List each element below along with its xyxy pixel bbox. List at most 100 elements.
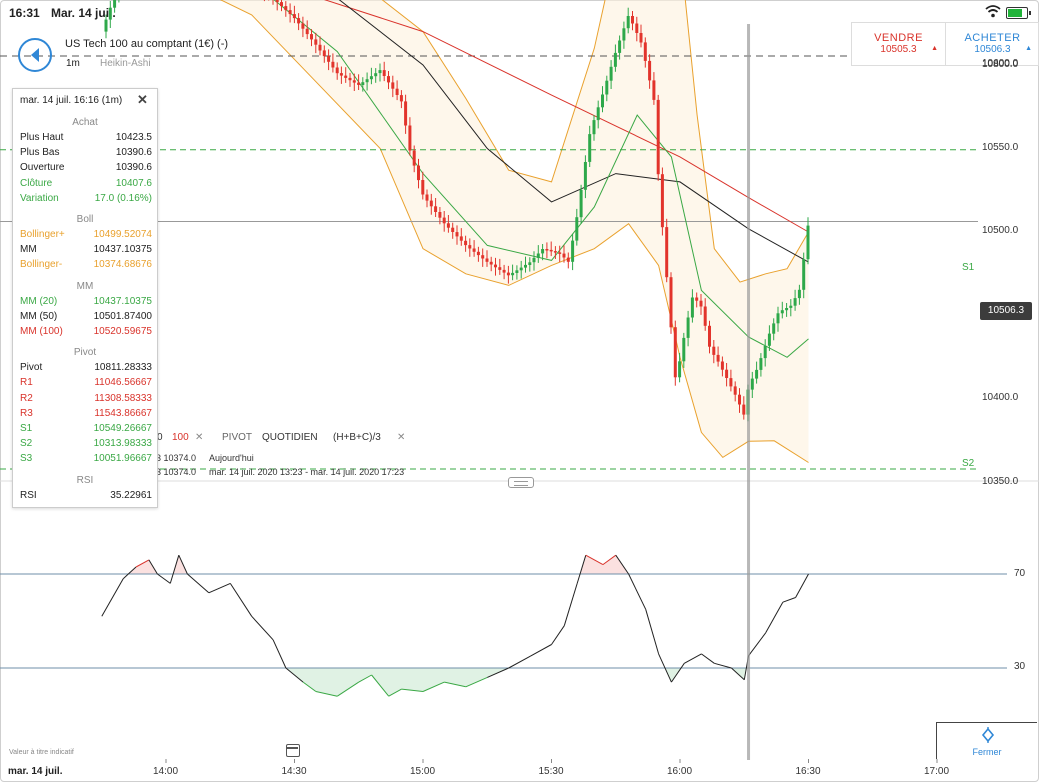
- tooltip-row-value: 10390.6: [115, 147, 152, 159]
- tooltip-row-value: 10313.98333: [93, 438, 152, 450]
- candle-body: [545, 249, 549, 251]
- tooltip-row: Plus Haut 10423.5: [20, 132, 152, 145]
- rsi-line: [388, 688, 402, 697]
- rsi-line: [135, 559, 150, 568]
- candle-body: [404, 101, 408, 126]
- candle-body: [656, 99, 660, 175]
- candle-body: [618, 40, 622, 53]
- bollinger-upper-line: [381, 0, 809, 283]
- legend-pivot-type: QUOTIDIEN: [262, 432, 318, 443]
- tooltip-row-label: Pivot: [20, 362, 43, 374]
- candle-body: [558, 252, 562, 254]
- tooltip-row-label: Plus Bas: [20, 147, 60, 159]
- candle-body: [725, 369, 729, 378]
- tooltip-row-value: 11543.86667: [94, 407, 152, 419]
- candle-body: [412, 150, 416, 166]
- candle-body: [434, 206, 438, 212]
- candle-body: [472, 248, 476, 252]
- rsi-line: [422, 681, 445, 692]
- tooltip-row-value: 10520.59675: [93, 326, 152, 337]
- chart-type-selector[interactable]: Heikin-Ashi: [100, 58, 151, 69]
- s2-label: S2: [962, 458, 975, 469]
- candle-body: [399, 95, 403, 102]
- candle-body: [532, 257, 536, 263]
- time-tick: 16:30: [795, 766, 821, 777]
- rsi-overbought-fill: [128, 555, 629, 574]
- tooltip-row-value: 10390.6: [115, 162, 152, 174]
- tooltip-row: S3 10051.96667: [20, 453, 152, 466]
- rsi-line: [670, 663, 685, 683]
- time-tick: 15:00: [410, 766, 436, 777]
- status-bar: 16:31 Mar. 14 juil.: [0, 0, 1039, 26]
- candle-body: [369, 76, 373, 80]
- tooltip-row-value: 10437.10375: [93, 295, 152, 307]
- sell-up-arrow-icon: ▲: [931, 45, 938, 52]
- tooltip-row-value: 10051.96667: [93, 453, 152, 465]
- time-axis-date: mar. 14 juil.: [8, 766, 63, 777]
- tooltip-row: S2 10313.98333: [20, 438, 152, 451]
- candle-body: [785, 308, 789, 311]
- candle-body: [502, 269, 506, 273]
- candle-body: [305, 28, 309, 35]
- back-button[interactable]: [18, 38, 52, 72]
- rsi-line: [615, 554, 630, 575]
- tooltip-row-label: MM (20): [20, 295, 58, 307]
- tooltip-row: RSI 35.22961: [20, 490, 152, 503]
- tooltip-row-value: 10501.87400: [93, 310, 152, 322]
- candle-body: [335, 67, 339, 74]
- candle-body: [648, 60, 652, 81]
- sell-label: VENDRE: [874, 32, 923, 44]
- candle-body: [464, 240, 468, 246]
- candle-body: [425, 194, 429, 201]
- rsi-line: [701, 653, 715, 664]
- close-icon[interactable]: ✕: [137, 92, 148, 107]
- rsi-line: [122, 566, 137, 580]
- candle-body: [314, 39, 318, 45]
- candle-body: [802, 259, 806, 290]
- rsi-line: [302, 681, 317, 692]
- legend-pivot-remove-icon[interactable]: ✕: [397, 432, 406, 443]
- crosshair-tooltip: mar. 14 juil. 16:16 (1m) ✕ Achat Plus Hau…: [12, 88, 158, 508]
- tooltip-row-label: Bollinger+: [20, 229, 65, 240]
- timeframe-selector[interactable]: 1m: [66, 58, 80, 69]
- rsi-line: [371, 674, 390, 697]
- candle-body: [716, 354, 720, 362]
- candle-body: [643, 42, 647, 61]
- trade-panel: VENDRE 10505.3 ▲ ACHETER 10506.3 ▲: [851, 22, 1039, 66]
- buy-button[interactable]: ACHETER 10506.3 ▲: [946, 23, 1039, 65]
- candle-body: [318, 44, 322, 51]
- candle-body: [678, 361, 682, 378]
- tooltip-section-boll: Boll: [76, 214, 94, 225]
- calendar-icon[interactable]: [286, 744, 300, 757]
- rsi-line: [529, 644, 552, 657]
- rsi-line: [684, 653, 702, 664]
- candle-body: [374, 73, 378, 77]
- sell-button[interactable]: VENDRE 10505.3 ▲: [852, 23, 946, 65]
- tooltip-row-label: S1: [20, 423, 33, 434]
- candle-body: [652, 80, 656, 100]
- wifi-icon: [985, 5, 1001, 18]
- candle-body: [524, 264, 527, 268]
- close-crosshair-button[interactable]: Fermer: [936, 722, 1037, 759]
- candle-body: [755, 369, 759, 379]
- tooltip-row-value: 11308.58333: [94, 392, 152, 404]
- ohlc-row1-label: Aujourd'hui: [209, 453, 254, 463]
- candle-body: [720, 361, 724, 370]
- tooltip-row: Variation 17.0 (0.16%): [20, 193, 152, 206]
- candle-body: [738, 394, 741, 405]
- candle-body: [408, 125, 412, 151]
- legend-mm-remove-icon[interactable]: ✕: [195, 432, 204, 443]
- candle-body: [352, 80, 356, 83]
- disclaimer: Valeur à titre indicatif: [9, 749, 74, 756]
- tooltip-row-label: MM (50): [20, 310, 58, 322]
- candle-body: [322, 50, 326, 57]
- ohlc-row2-value: 3 10374.0: [156, 467, 197, 477]
- s1-label: S1: [962, 262, 975, 273]
- tooltip-row: Pivot 10811.28333: [20, 362, 152, 375]
- tooltip-row-label: RSI: [20, 489, 37, 501]
- candle-body: [806, 225, 810, 260]
- rsi-line: [602, 554, 617, 566]
- candle-body: [292, 14, 296, 19]
- pane-resize-handle[interactable]: [508, 477, 534, 488]
